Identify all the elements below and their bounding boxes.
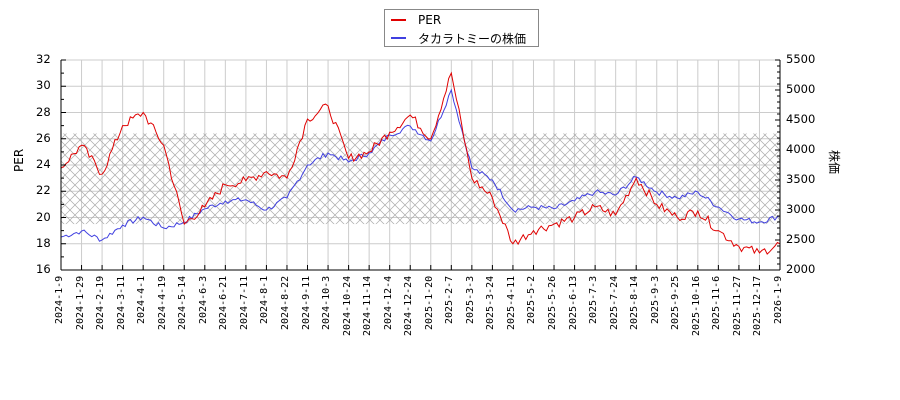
legend-item-price: タカラトミーの株価 (391, 30, 526, 46)
x-tick: 2026-1-9 (773, 275, 784, 324)
x-tick: 2025-1-20 (423, 275, 435, 330)
x-tick: 2025-6-13 (567, 275, 579, 330)
y-right-tick: 4500 (786, 112, 816, 126)
y-left-tick: 22 (36, 183, 51, 198)
x-tick: 2025-7-24 (608, 275, 620, 330)
x-tick: 2025-5-26 (547, 275, 559, 330)
y-left-tick: 26 (36, 130, 51, 145)
x-tick: 2024-5-14 (177, 275, 189, 330)
x-tick: 2024-9-11 (300, 275, 312, 330)
x-tick: 2025-9-3 (649, 275, 661, 324)
legend-label-per: PER (418, 13, 442, 27)
y-right-tick: 2000 (786, 262, 816, 276)
y-left-tick: 30 (36, 78, 51, 93)
x-tick: 2024-4-19 (156, 275, 168, 330)
x-tick: 2024-10-3 (321, 275, 333, 330)
y-left-tick: 28 (36, 104, 51, 119)
x-tick: 2025-10-16 (690, 275, 702, 336)
x-tick: 2025-7-3 (588, 275, 600, 324)
x-tick: 2025-11-6 (711, 275, 723, 330)
x-tick: 2024-2-19 (95, 275, 107, 330)
x-tick: 2024-12-4 (382, 275, 394, 330)
x-tick: 2025-9-25 (670, 275, 682, 330)
y-left-tick: 32 (36, 52, 51, 66)
x-tick: 2024-11-14 (362, 275, 374, 336)
x-tick: 2024-6-21 (218, 275, 230, 330)
y-right-tick: 2500 (786, 232, 816, 246)
y-right-axis-label: 株価 (827, 150, 841, 175)
x-tick: 2025-3-3 (464, 275, 476, 324)
shaded-band (61, 133, 780, 225)
y-left-axis-label: PER (12, 148, 26, 172)
x-tick: 2025-3-24 (485, 275, 497, 330)
x-tick: 2025-12-17 (752, 275, 764, 336)
x-tick: 2024-1-29 (74, 275, 86, 330)
legend: PER タカラトミーの株価 (384, 9, 539, 47)
x-tick: 2024-3-11 (115, 275, 127, 330)
x-tick: 2024-12-24 (403, 275, 415, 336)
y-right-tick: 5000 (786, 82, 816, 96)
per-line (60, 71, 781, 255)
x-tick: 2025-8-14 (629, 275, 641, 330)
x-tick: 2024-4-1 (136, 275, 148, 324)
x-tick: 2025-5-2 (526, 275, 538, 324)
x-tick: 2025-11-27 (731, 275, 743, 336)
price-line (60, 88, 781, 242)
legend-swatch-price (391, 37, 406, 39)
y-right-tick: 3500 (786, 172, 816, 186)
y-left-tick: 18 (36, 235, 51, 250)
y-right-tick: 5500 (786, 52, 816, 66)
y-left-tick: 20 (36, 209, 51, 224)
x-tick: 2024-7-11 (238, 275, 250, 330)
legend-item-per: PER (391, 12, 441, 28)
x-tick: 2024-8-22 (279, 275, 291, 330)
x-tick: 2025-4-11 (505, 275, 517, 330)
y-left-tick: 24 (36, 157, 51, 171)
y-right-tick: 3000 (786, 202, 816, 216)
x-tick: 2024-8-1 (259, 275, 271, 324)
x-tick: 2024-1-9 (54, 275, 65, 324)
y-right-tick: 4000 (786, 142, 816, 156)
x-tick: 2024-10-24 (341, 275, 353, 336)
legend-label-price: タカラトミーの株価 (418, 31, 527, 46)
legend-swatch-per (391, 19, 406, 21)
x-tick: 2024-6-3 (197, 275, 209, 324)
y-left-tick: 16 (36, 262, 51, 276)
x-tick: 2025-2-7 (444, 275, 456, 324)
